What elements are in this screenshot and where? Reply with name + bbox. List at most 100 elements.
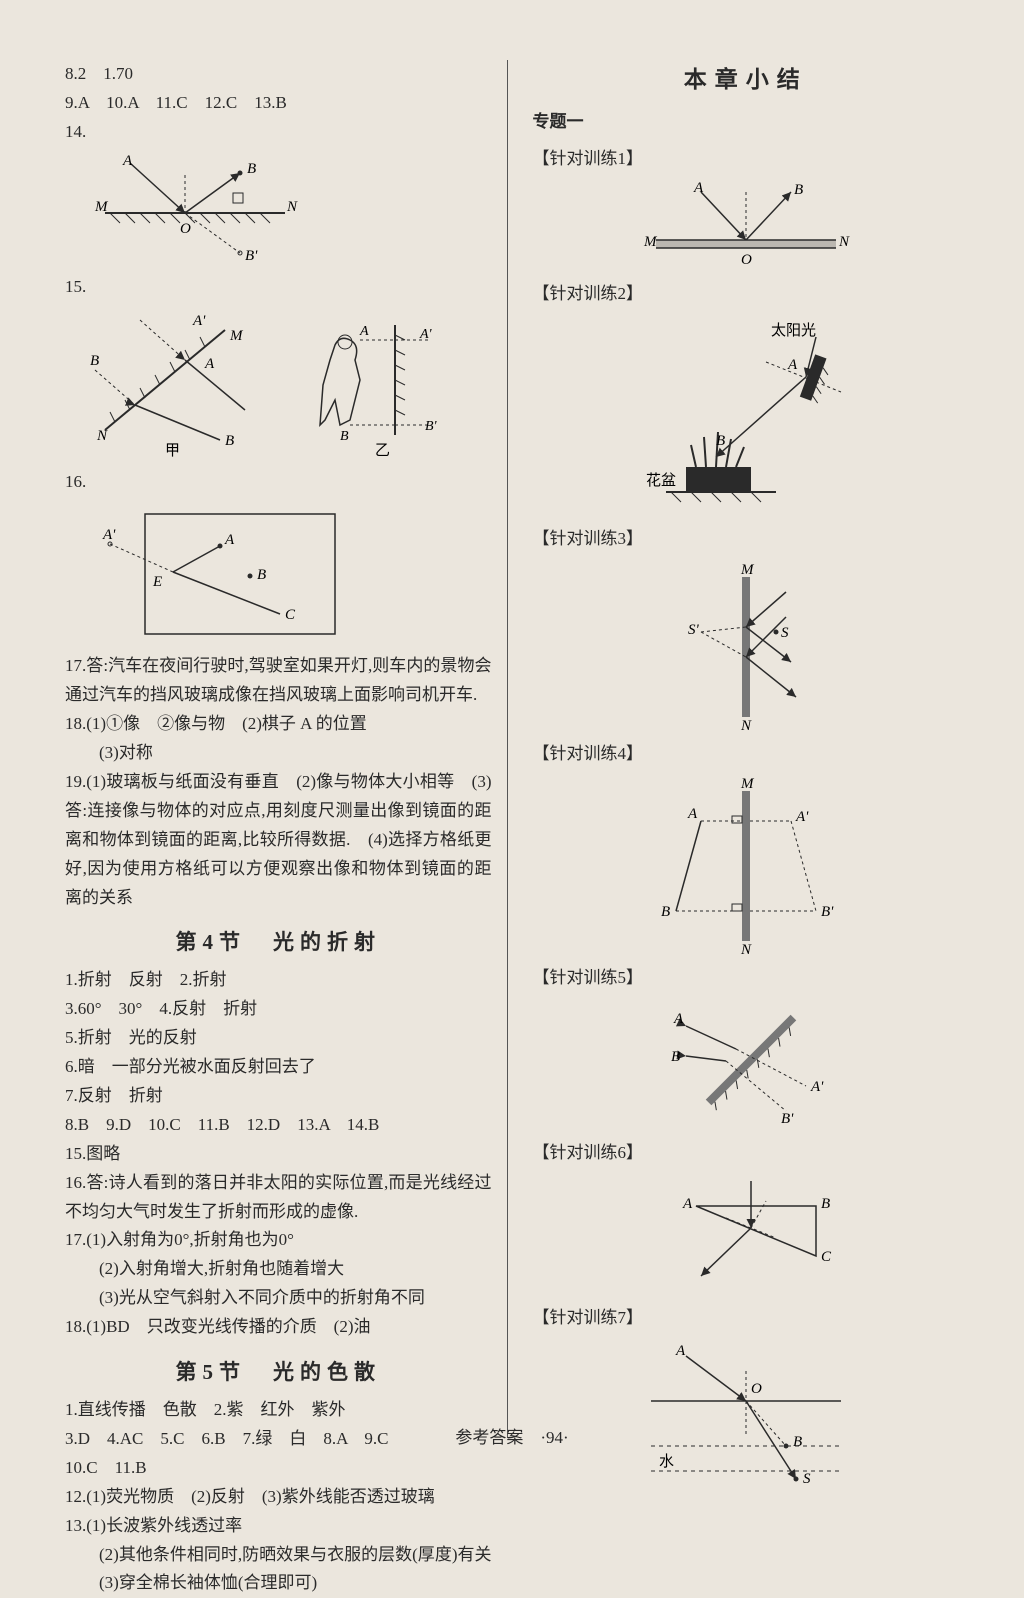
- answer-line: 8.2 1.70: [65, 60, 492, 89]
- answer-line: 9.A 10.A 11.C 12.C 13.B: [65, 89, 492, 118]
- diagram-15: A' M B A B N 甲 A A' B B' 乙: [85, 310, 445, 460]
- practice5-label: 【针对训练5】: [533, 964, 960, 993]
- svg-text:M: M: [94, 199, 109, 215]
- svg-text:S: S: [781, 625, 789, 641]
- svg-text:M: M: [643, 234, 658, 250]
- svg-text:O: O: [751, 1381, 762, 1397]
- svg-text:B': B': [781, 1111, 794, 1127]
- practice4-label: 【针对训练4】: [533, 740, 960, 769]
- svg-text:B: B: [340, 429, 349, 444]
- diagram-16: A' A B E C: [85, 504, 345, 644]
- q18-1: 18.(1)①像 ②像与物 (2)棋子 A 的位置: [65, 710, 492, 739]
- svg-text:S': S': [688, 622, 700, 638]
- practice1-label: 【针对训练1】: [533, 145, 960, 174]
- svg-text:B': B': [245, 248, 258, 264]
- svg-text:M: M: [740, 562, 755, 578]
- diagram-p6: A B C: [641, 1176, 851, 1296]
- s5-line: 10.C 11.B: [65, 1454, 492, 1483]
- practice3-label: 【针对训练3】: [533, 525, 960, 554]
- svg-text:N: N: [838, 234, 850, 250]
- section5-title: 第5节 光的色散: [65, 1356, 492, 1386]
- practice7-label: 【针对训练7】: [533, 1304, 960, 1333]
- q19: 19.(1)玻璃板与纸面没有垂直 (2)像与物体大小相等 (3)答:连接像与物体…: [65, 768, 492, 912]
- diagram-p3: M N S S': [656, 562, 836, 732]
- s4-line: 8.B 9.D 10.C 11.B 12.D 13.A 14.B: [65, 1111, 492, 1140]
- q15-label: 15.: [65, 273, 492, 302]
- svg-text:A: A: [122, 155, 133, 169]
- svg-text:A': A': [419, 327, 433, 342]
- s4-line: 1.折射 反射 2.折射: [65, 966, 492, 995]
- svg-text:C: C: [821, 1249, 832, 1265]
- svg-text:A': A': [795, 809, 809, 825]
- diagram-p5: A B A' B': [646, 1001, 846, 1131]
- svg-text:A: A: [675, 1343, 686, 1359]
- s4-q16: 16.答:诗人看到的落日并非太阳的实际位置,而是光线经过不均匀大气时发生了折射而…: [65, 1169, 492, 1227]
- svg-text:A: A: [682, 1196, 693, 1212]
- svg-text:N: N: [96, 428, 108, 444]
- s4-q17-1: 17.(1)入射角为0°,折射角也为0°: [65, 1226, 492, 1255]
- s4-line: 6.暗 一部分光被水面反射回去了: [65, 1053, 492, 1082]
- svg-text:A': A': [102, 527, 116, 543]
- svg-text:A: A: [787, 357, 798, 373]
- s4-q18: 18.(1)BD 只改变光线传播的介质 (2)油: [65, 1313, 492, 1342]
- svg-text:A: A: [359, 324, 369, 339]
- svg-text:B: B: [90, 353, 99, 369]
- s5-line: (2)其他条件相同时,防晒效果与衣服的层数(厚度)有关 (3)穿全棉长袖体恤(合…: [65, 1541, 492, 1598]
- svg-text:O: O: [180, 221, 191, 237]
- section4-title: 第4节 光的折射: [65, 926, 492, 956]
- svg-text:A: A: [687, 806, 698, 822]
- svg-text:B: B: [794, 182, 803, 198]
- svg-text:A: A: [204, 356, 215, 372]
- s4-line: 5.折射 光的反射: [65, 1024, 492, 1053]
- svg-text:B: B: [671, 1049, 680, 1065]
- practice6-label: 【针对训练6】: [533, 1139, 960, 1168]
- practice2-label: 【针对训练2】: [533, 280, 960, 309]
- s4-line: 3.60° 30° 4.反射 折射: [65, 995, 492, 1024]
- svg-text:B': B': [425, 419, 438, 434]
- svg-text:B: B: [247, 161, 256, 177]
- svg-text:甲: 甲: [165, 443, 180, 459]
- s5-line: 13.(1)长波紫外线透过率: [65, 1512, 492, 1541]
- svg-text:E: E: [152, 574, 162, 590]
- svg-text:M: M: [740, 776, 755, 792]
- diagram-p4: M N A A' B B': [636, 776, 856, 956]
- q18-2: (3)对称: [65, 739, 492, 768]
- s5-line: 1.直线传播 色散 2.紫 红外 紫外: [65, 1396, 492, 1425]
- diagram-p2: 太阳光 A B 花盆: [616, 317, 876, 517]
- label-text: 14.: [65, 122, 86, 141]
- left-column: 8.2 1.70 9.A 10.A 11.C 12.C 13.B 14.: [50, 60, 508, 1438]
- svg-text:C: C: [285, 607, 296, 623]
- svg-text:O: O: [741, 252, 752, 268]
- svg-text:B': B': [821, 904, 834, 920]
- svg-text:M: M: [229, 328, 244, 344]
- svg-text:B: B: [821, 1196, 830, 1212]
- svg-text:S: S: [803, 1471, 811, 1487]
- svg-text:N: N: [740, 718, 752, 732]
- svg-text:A': A': [192, 313, 206, 329]
- q16-label: 16.: [65, 468, 492, 497]
- page-container: 8.2 1.70 9.A 10.A 11.C 12.C 13.B 14.: [50, 60, 974, 1438]
- s5-line: 12.(1)荧光物质 (2)反射 (3)紫外线能否透过玻璃: [65, 1483, 492, 1512]
- svg-text:B: B: [225, 433, 234, 449]
- summary-title: 本章小结: [533, 60, 960, 94]
- svg-text:太阳光: 太阳光: [771, 322, 816, 339]
- diagram-14: A B M N O B': [85, 155, 305, 265]
- s4-line: 7.反射 折射: [65, 1082, 492, 1111]
- svg-text:A: A: [224, 532, 235, 548]
- svg-text:B: B: [716, 433, 725, 449]
- svg-text:N: N: [740, 942, 752, 956]
- q17: 17.答:汽车在夜间行驶时,驾驶室如果开灯,则车内的景物会通过汽车的挡风玻璃成像…: [65, 652, 492, 710]
- svg-text:花盆: 花盆: [646, 472, 676, 489]
- s4-line: 15.图略: [65, 1140, 492, 1169]
- page-footer: 参考答案 ·94·: [0, 1423, 1024, 1448]
- svg-text:水: 水: [659, 1453, 674, 1470]
- svg-text:乙: 乙: [375, 443, 390, 459]
- topic1: 专题一: [533, 108, 960, 137]
- svg-text:A': A': [810, 1079, 824, 1095]
- q14-label: 14.: [65, 118, 492, 147]
- svg-text:A: A: [693, 182, 704, 196]
- s4-q17-2: (2)入射角增大,折射角也随着增大: [65, 1255, 492, 1284]
- svg-text:B: B: [257, 567, 266, 583]
- svg-text:N: N: [286, 199, 298, 215]
- diagram-p1: A B M N O: [636, 182, 856, 272]
